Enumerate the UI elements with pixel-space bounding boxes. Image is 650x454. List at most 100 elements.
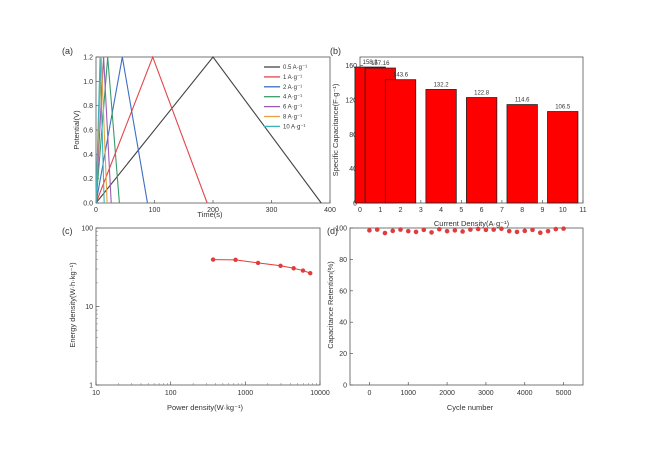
data-point (522, 228, 528, 234)
bar-value-label: 106.5 (555, 105, 571, 111)
y-tick-label: 0.6 (83, 128, 93, 135)
plot-frame-c (95, 227, 321, 386)
bar-value-label: 158.3 (363, 60, 379, 66)
panel-letter-c: (c) (62, 226, 73, 236)
y-axis-label: Capacitance Retention(%) (326, 261, 335, 349)
bar (547, 111, 579, 204)
y-tick-label: 0 (353, 201, 357, 208)
y-tick-label: 0.0 (83, 201, 93, 208)
data-point (390, 228, 396, 234)
x-tick-label: 100 (165, 390, 177, 397)
legend-label: 6 A·g⁻¹ (283, 105, 302, 111)
data-point (210, 257, 216, 262)
legend-label: 0.5 A·g⁻¹ (283, 65, 307, 71)
x-tick-label: 0 (367, 390, 371, 397)
data-point (483, 227, 489, 233)
x-tick-label: 4000 (517, 390, 533, 397)
x-tick-label: 200 (207, 207, 219, 214)
panel-letter-d: (d) (327, 226, 338, 236)
x-tick-label: 10000 (310, 390, 330, 397)
data-point (421, 227, 427, 233)
bar-value-label: 132.2 (434, 82, 450, 88)
series-line-6 (95, 56, 105, 204)
y-tick-label: 160 (345, 63, 357, 70)
x-tick-label: 9 (541, 207, 545, 214)
bar (506, 104, 538, 204)
y-tick-label: 40 (349, 166, 357, 173)
x-tick-label: 3 (419, 207, 423, 214)
y-tick-label: 0.2 (83, 176, 93, 183)
x-tick-label: 5 (459, 207, 463, 214)
y-tick-label: 0.4 (83, 152, 93, 159)
x-tick-label: 2000 (439, 390, 455, 397)
data-point (553, 226, 559, 232)
x-axis-label: Power density(W·kg⁻¹) (167, 403, 244, 412)
panel-letter-b: (b) (330, 46, 341, 56)
series-line-4 (95, 56, 112, 204)
y-tick-label: 120 (345, 97, 357, 104)
legend-label: 2 A·g⁻¹ (283, 85, 302, 91)
data-point (545, 228, 551, 234)
legend-label: 10 A·g⁻¹ (283, 124, 306, 130)
y-tick-label: 80 (339, 257, 347, 264)
y-axis-label: Potential(V) (72, 110, 81, 150)
data-point (460, 229, 465, 234)
data-point (561, 226, 566, 231)
bar-value-label: 157.16 (371, 61, 390, 67)
x-tick-label: 8 (520, 207, 524, 214)
plot-frame-d (349, 227, 584, 386)
series-line-3 (95, 56, 120, 204)
data-point (308, 270, 313, 276)
data-point (437, 226, 442, 232)
x-tick-label: 0 (94, 207, 98, 214)
x-tick-label: 10 (559, 207, 567, 214)
data-point (233, 257, 238, 263)
y-tick-label: 100 (335, 226, 347, 233)
data-point (398, 227, 403, 232)
panel-letter-a: (a) (62, 46, 73, 56)
x-tick-label: 1 (378, 207, 382, 214)
bar (425, 89, 457, 204)
y-axis-label: Energy density(W·h·kg⁻¹) (68, 262, 77, 348)
data-point (278, 263, 283, 268)
x-axis-label: Cycle number (447, 403, 494, 412)
y-tick-label: 1 (89, 383, 93, 390)
x-tick-label: 5000 (556, 390, 572, 397)
y-tick-label: 20 (339, 351, 347, 358)
legend-label: 1 A·g⁻¹ (283, 75, 302, 81)
x-axis-label: Current Density(A·g⁻¹) (434, 219, 510, 228)
legend-label: 4 A·g⁻¹ (283, 95, 302, 101)
data-point (374, 227, 380, 232)
bar-value-label: 114.6 (515, 98, 530, 104)
data-point (491, 227, 496, 232)
x-tick-label: 3000 (478, 390, 494, 397)
data-point (255, 260, 261, 266)
data-point (452, 228, 458, 233)
bar (384, 79, 417, 204)
legend-label: 8 A·g⁻¹ (283, 115, 302, 121)
y-tick-label: 1.0 (83, 79, 93, 86)
x-tick-label: 300 (266, 207, 278, 214)
data-point (514, 229, 520, 235)
data-point (413, 229, 419, 235)
data-point (444, 228, 450, 234)
data-point (475, 226, 481, 232)
y-axis-label: Specific Capacitance(F·g⁻¹) (331, 83, 340, 176)
data-point (530, 227, 535, 233)
y-tick-label: 40 (339, 320, 347, 327)
y-tick-label: 100 (81, 226, 93, 233)
x-tick-label: 400 (324, 207, 336, 214)
series-line-0 (95, 56, 322, 204)
data-point (300, 268, 306, 273)
y-tick-label: 1.2 (83, 55, 93, 62)
data-point (382, 230, 388, 236)
x-tick-label: 1000 (400, 390, 416, 397)
bar-value-label: 122.8 (474, 91, 490, 97)
data-point (537, 230, 543, 236)
bar (466, 97, 498, 204)
x-tick-label: 0 (358, 207, 362, 214)
y-tick-label: 0 (343, 383, 347, 390)
x-tick-label: 10 (92, 390, 100, 397)
x-tick-label: 6 (480, 207, 484, 214)
